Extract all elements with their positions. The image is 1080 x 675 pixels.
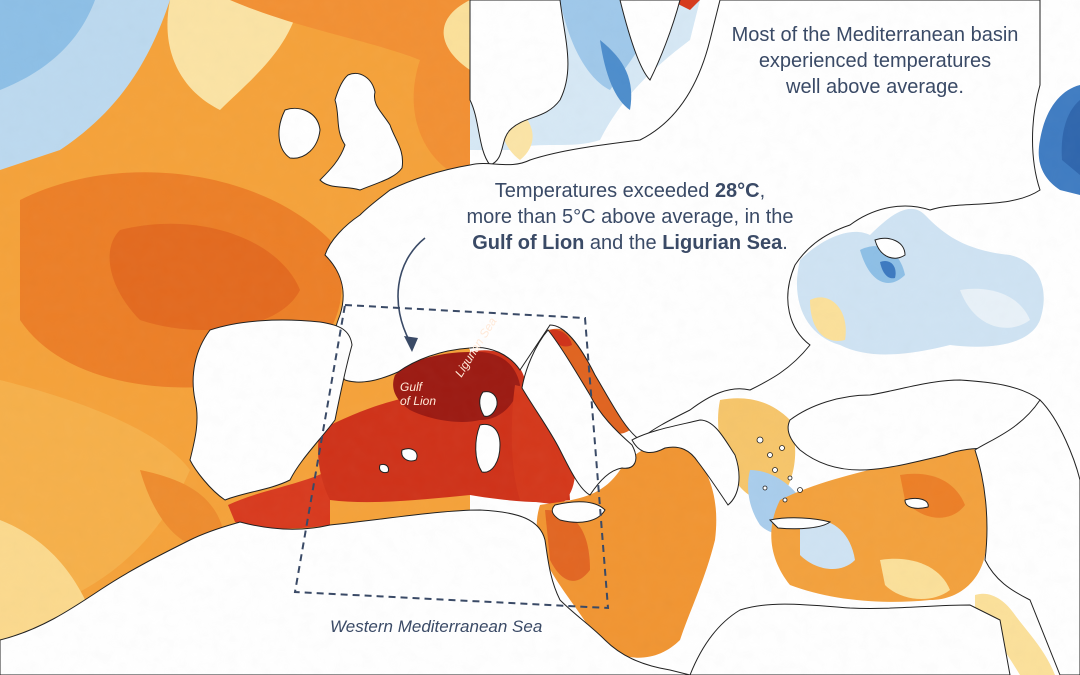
basin-annotation-line-1: Most of the Mediterranean basin bbox=[731, 24, 1019, 46]
basin-annotation: Most of the Mediterranean basin experien… bbox=[690, 22, 1060, 100]
gulf-annotation-line-2: more than 5°C above average, in the bbox=[466, 206, 794, 228]
gulf-annotation-and: and the bbox=[584, 232, 663, 254]
gulf-annotation-temp: 28°C bbox=[714, 180, 760, 202]
gulf-of-lion-label-line-2: of Lion bbox=[400, 394, 437, 408]
annotation-arrowhead bbox=[404, 336, 418, 352]
western-mediterranean-box bbox=[293, 303, 610, 610]
caspian-anomaly-field bbox=[1038, 85, 1080, 195]
basin-annotation-line-2: experienced temperatures bbox=[758, 50, 992, 72]
gulf-annotation-pre: Temperatures exceeded bbox=[494, 180, 715, 202]
gulf-annotation: Temperatures exceeded 28°C, more than 5°… bbox=[420, 178, 840, 256]
gulf-annotation-line-3: Gulf of Lion and the Ligurian Sea. bbox=[420, 230, 840, 256]
gulf-of-lion-label-line-1: Gulf bbox=[400, 380, 423, 394]
gulf-annotation-ligurian-sea: Ligurian Sea bbox=[662, 232, 783, 254]
gulf-of-lion-label: Gulf of Lion bbox=[400, 380, 436, 408]
gulf-annotation-period: . bbox=[782, 232, 788, 254]
gulf-annotation-comma: , bbox=[759, 180, 766, 202]
annotation-arrow bbox=[397, 237, 426, 343]
western-mediterranean-label: Western Mediterranean Sea bbox=[330, 617, 543, 636]
basin-annotation-line-3: well above average. bbox=[786, 76, 964, 98]
gulf-annotation-gulf-of-lion: Gulf of Lion bbox=[472, 232, 585, 254]
gulf-annotation-line-1: Temperatures exceeded 28°C, bbox=[420, 178, 840, 204]
